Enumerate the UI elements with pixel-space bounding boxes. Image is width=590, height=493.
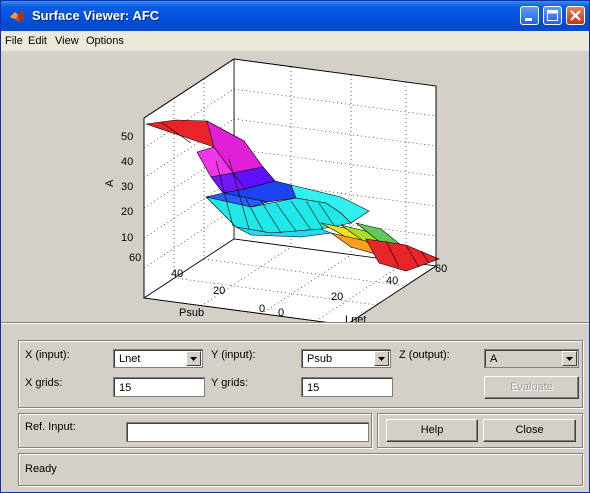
z-output-value: A	[490, 353, 498, 365]
maximize-icon	[547, 10, 558, 21]
menu-edit[interactable]: Edit	[28, 35, 47, 47]
close-label: Close	[515, 424, 544, 436]
z-tick-label: 20	[121, 206, 133, 218]
menu-bar: File Edit View Options	[1, 31, 589, 51]
evaluate-button[interactable]: Evaluate	[484, 376, 579, 399]
figure-area: 50 40 30 20 10 A 60 40 20 0 Psub 0 20 40…	[1, 51, 589, 323]
x-tick-label: 20	[331, 291, 343, 303]
y-tick-label: 40	[171, 268, 183, 280]
window-title: Surface Viewer: AFC	[32, 8, 160, 23]
help-button[interactable]: Help	[386, 419, 478, 442]
y-input-value: Psub	[307, 353, 333, 365]
y-tick-label: 20	[213, 285, 225, 297]
close-button[interactable]: Close	[483, 419, 576, 442]
x-input-label: X (input):	[25, 349, 70, 361]
status-text: Ready	[25, 463, 57, 475]
menu-options[interactable]: Options	[86, 35, 124, 47]
z-tick-label: 10	[121, 232, 133, 244]
close-window-button[interactable]	[566, 6, 585, 25]
evaluate-label: Evaluate	[510, 381, 553, 393]
x-input-value: Lnet	[119, 353, 141, 365]
y-tick-label: 0	[259, 303, 265, 315]
maximize-button[interactable]	[543, 6, 562, 25]
minimize-button[interactable]	[520, 6, 539, 25]
chevron-down-icon[interactable]	[562, 351, 577, 366]
surface-mesh	[145, 119, 440, 272]
plot-box	[143, 58, 437, 323]
z-output-label: Z (output):	[399, 349, 450, 361]
ref-input-label: Ref. Input:	[25, 421, 76, 433]
x-grids-value: 15	[119, 382, 132, 394]
x-axis-label: Lnet	[345, 314, 366, 323]
x-grids-label: X grids:	[25, 377, 63, 389]
y-axis-label: Psub	[179, 307, 204, 319]
z-tick-label: 30	[121, 181, 133, 193]
x-tick-label: 0	[278, 307, 284, 319]
minimize-icon	[525, 18, 532, 21]
surface-plot[interactable]: 50 40 30 20 10 A 60 40 20 0 Psub 0 20 40…	[1, 51, 589, 323]
x-tick-label: 40	[386, 275, 398, 287]
z-tick-label: 40	[121, 156, 133, 168]
x-input-dropdown[interactable]: Lnet	[113, 349, 203, 368]
z-tick-label: 50	[121, 131, 133, 143]
ref-input-panel: Ref. Input:	[18, 413, 372, 448]
y-input-label: Y (input):	[211, 349, 256, 361]
ref-input-field[interactable]	[126, 422, 369, 442]
buttons-panel: Help Close	[377, 413, 583, 448]
divider	[1, 322, 589, 324]
y-grids-value: 15	[307, 382, 320, 394]
x-grids-field[interactable]: 15	[113, 377, 205, 397]
status-panel: Ready	[18, 453, 583, 486]
matlab-icon	[10, 10, 24, 22]
chevron-down-icon[interactable]	[374, 351, 389, 366]
z-output-dropdown[interactable]: A	[484, 349, 579, 368]
menu-file[interactable]: File	[5, 35, 23, 47]
menu-view[interactable]: View	[55, 35, 79, 47]
close-icon	[570, 10, 581, 21]
axis-settings-panel: X (input): Lnet Y (input): Psub Z (outpu…	[18, 340, 583, 408]
x-tick-label: 60	[435, 263, 447, 275]
y-grids-label: Y grids:	[211, 377, 249, 389]
title-bar[interactable]: Surface Viewer: AFC	[1, 1, 589, 31]
y-tick-label: 60	[129, 252, 141, 264]
z-axis-label: A	[104, 179, 116, 187]
y-input-dropdown[interactable]: Psub	[301, 349, 391, 368]
y-grids-field[interactable]: 15	[301, 377, 393, 397]
chevron-down-icon[interactable]	[186, 351, 201, 366]
help-label: Help	[420, 424, 444, 436]
